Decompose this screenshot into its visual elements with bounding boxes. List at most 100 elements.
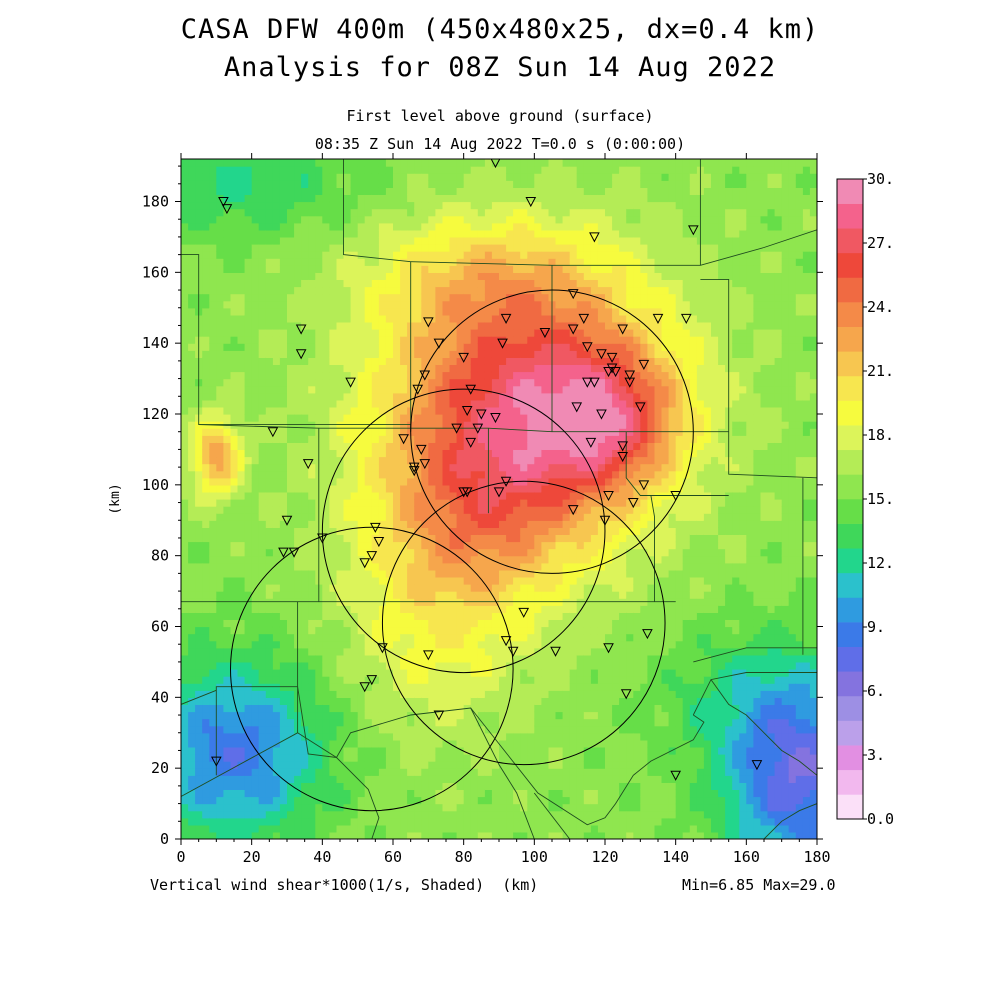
- field-cell: [393, 187, 401, 195]
- field-cell: [350, 831, 359, 839]
- field-cell: [308, 513, 316, 521]
- field-cell: [470, 739, 479, 748]
- field-cell: [428, 690, 436, 698]
- field-cell: [322, 265, 330, 273]
- field-cell: [251, 725, 260, 734]
- field-cell: [407, 683, 415, 691]
- field-cell: [470, 307, 479, 316]
- field-cell: [357, 527, 366, 535]
- field-cell: [336, 187, 345, 195]
- field-cell: [470, 576, 479, 585]
- field-cell: [393, 173, 401, 181]
- field-cell: [329, 640, 338, 649]
- field-cell: [470, 520, 479, 528]
- field-cell: [456, 484, 465, 493]
- field-cell: [279, 569, 288, 578]
- field-cell: [195, 796, 203, 805]
- field-cell: [272, 229, 281, 238]
- field-cell: [534, 761, 542, 769]
- field-cell: [400, 392, 408, 401]
- field-cell: [223, 591, 232, 599]
- field-cell: [258, 562, 267, 571]
- field-cell: [230, 796, 239, 805]
- field-cell: [279, 194, 288, 203]
- field-cell: [272, 321, 281, 330]
- field-cell: [279, 619, 288, 628]
- field-cell: [195, 513, 203, 521]
- field-cell: [456, 562, 465, 571]
- field-cell: [301, 406, 309, 415]
- field-cell: [421, 746, 429, 755]
- field-cell: [378, 506, 387, 514]
- field-cell: [463, 392, 472, 401]
- field-cell: [223, 725, 232, 734]
- field-cell: [400, 166, 408, 174]
- field-cell: [209, 824, 217, 833]
- field-cell: [421, 166, 429, 174]
- field-cell: [230, 470, 239, 479]
- field-cell: [237, 364, 246, 373]
- field-cell: [294, 796, 302, 805]
- field-cell: [308, 201, 316, 210]
- field-cell: [294, 378, 302, 387]
- field-cell: [265, 166, 274, 174]
- field-cell: [265, 321, 274, 330]
- field-cell: [520, 307, 528, 316]
- field-cell: [513, 548, 521, 557]
- field-cell: [357, 463, 366, 472]
- field-cell: [456, 690, 465, 698]
- field-cell: [449, 669, 458, 677]
- field-cell: [294, 739, 302, 748]
- field-cell: [308, 732, 316, 741]
- field-cell: [484, 768, 493, 776]
- field-cell: [322, 321, 330, 330]
- field-cell: [357, 399, 366, 408]
- field-cell: [336, 286, 345, 295]
- field-cell: [428, 569, 436, 578]
- field-cell: [329, 569, 338, 578]
- field-cell: [463, 584, 472, 592]
- field-cell: [202, 329, 210, 337]
- field-cell: [499, 661, 507, 670]
- field-cell: [301, 626, 309, 635]
- field-cell: [371, 371, 380, 380]
- field-cell: [463, 321, 472, 330]
- field-cell: [534, 612, 542, 620]
- field-cell: [308, 661, 316, 670]
- field-cell: [527, 520, 535, 528]
- field-cell: [499, 307, 507, 316]
- field-cell: [541, 704, 550, 713]
- field-cell: [308, 229, 316, 238]
- field-cell: [272, 669, 281, 677]
- field-cell: [181, 442, 189, 450]
- field-cell: [442, 584, 451, 592]
- field-cell: [527, 782, 535, 790]
- field-cell: [308, 506, 316, 514]
- field-cell: [371, 626, 380, 635]
- field-cell: [202, 732, 210, 741]
- field-cell: [477, 336, 486, 344]
- field-cell: [463, 562, 472, 571]
- field-cell: [181, 343, 189, 351]
- field-cell: [336, 619, 345, 628]
- field-cell: [244, 244, 253, 252]
- field-cell: [195, 810, 203, 819]
- field-cell: [265, 272, 274, 280]
- field-cell: [287, 364, 295, 373]
- field-cell: [499, 208, 507, 217]
- field-cell: [506, 357, 514, 365]
- field-cell: [378, 669, 387, 677]
- field-cell: [265, 732, 274, 741]
- field-cell: [272, 314, 281, 323]
- field-cell: [209, 343, 217, 351]
- field-cell: [449, 314, 458, 323]
- field-cell: [237, 371, 246, 380]
- field-cell: [428, 789, 436, 798]
- field-cell: [534, 810, 542, 819]
- field-cell: [357, 350, 366, 358]
- field-cell: [541, 584, 550, 592]
- field-cell: [499, 626, 507, 635]
- field-cell: [258, 364, 267, 373]
- field-cell: [442, 414, 451, 422]
- field-cell: [470, 357, 479, 365]
